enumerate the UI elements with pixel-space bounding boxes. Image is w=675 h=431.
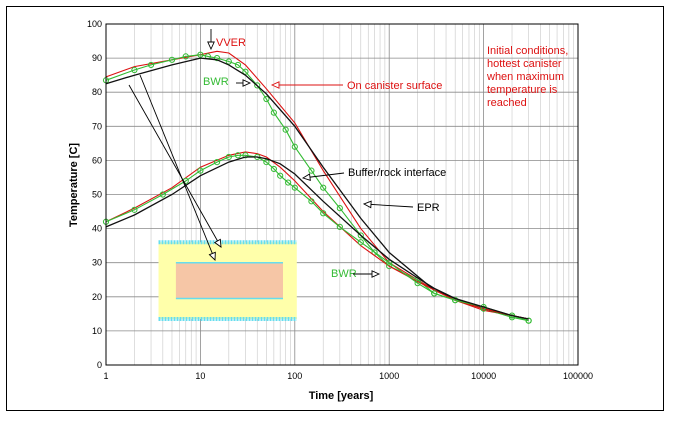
marker-bwr-canister	[263, 95, 270, 103]
series-line-epr-buffer	[105, 156, 529, 320]
tick-labels: 1 10 100 1000 10000 100000 0 10 20 30 40 50 60 70 80 90…	[87, 19, 593, 381]
arrow-canister-surface-head	[270, 81, 280, 89]
marker-bwr-canister	[131, 66, 138, 74]
x-tick-label: 100000	[563, 371, 593, 381]
y-tick-label: 80	[92, 87, 102, 97]
arrow-bwr-bottom-head	[371, 270, 381, 278]
x-tick-label: 1000	[379, 371, 399, 381]
initial-conditions-line-2: hottest canister	[487, 58, 562, 70]
initial-conditions-line-4: temperature is	[487, 84, 558, 96]
marker-bwr-buffer	[336, 223, 343, 230]
marker-bwr-buffer	[277, 172, 284, 179]
axes	[105, 23, 579, 366]
annotation-vver: VVER	[216, 37, 246, 49]
y-tick-label: 40	[92, 224, 102, 234]
marker-bwr-canister	[254, 82, 261, 89]
marker-bwr-buffer	[320, 210, 327, 217]
figure-frame: 1 10 100 1000 10000 100000 0 10 20 30 40 50 60 70 80 90…	[6, 6, 664, 411]
marker-bwr-canister	[213, 55, 221, 62]
marker-bwr-buffer	[213, 159, 221, 166]
series-line-bwr-canister	[105, 54, 529, 322]
arrow-to-canister	[128, 84, 222, 248]
x-axis-label: Time [years]	[309, 390, 374, 402]
arrow-vver-head	[207, 41, 215, 51]
marker-bwr-buffer	[386, 259, 393, 266]
marker-bwr-canister	[508, 314, 516, 321]
annotation-epr: EPR	[417, 202, 440, 214]
initial-conditions-line-3: when maximum	[486, 71, 564, 83]
y-tick-label: 70	[92, 121, 102, 131]
x-tick-label: 10	[195, 371, 205, 381]
marker-bwr-buffer	[452, 297, 459, 304]
x-tick-label: 10000	[471, 371, 496, 381]
y-tick-label: 100	[87, 19, 102, 29]
canister-block	[175, 262, 284, 299]
annotations: VVER BWR On canister surface Initial con…	[203, 37, 568, 280]
marker-bwr-buffer	[225, 153, 232, 161]
y-tick-label: 30	[92, 258, 102, 268]
annotation-buffer-rock: Buffer/rock interface	[348, 167, 446, 179]
arrow-epr-head	[362, 200, 372, 209]
marker-bwr-canister	[320, 184, 327, 191]
x-tick-label: 100	[287, 371, 302, 381]
marker-bwr-canister	[291, 143, 298, 150]
marker-bwr-canister	[308, 167, 315, 174]
y-tick-label: 60	[92, 155, 102, 165]
annotation-bwr-top: BWR	[203, 76, 229, 88]
marker-bwr-buffer	[234, 152, 242, 159]
arrow-to-buffer-head	[208, 251, 216, 262]
marker-bwr-canister	[386, 263, 393, 270]
marker-bwr-buffer	[270, 165, 277, 173]
marker-bwr-buffer	[414, 280, 421, 287]
initial-conditions-line-1: Initial conditions,	[487, 45, 568, 57]
y-tick-label: 90	[92, 53, 102, 63]
series-line-bwr-buffer	[105, 154, 529, 322]
y-tick-label: 50	[92, 190, 102, 200]
y-tick-label: 20	[92, 292, 102, 302]
arrow-to-buffer	[139, 74, 216, 261]
marker-bwr-buffer	[131, 206, 138, 213]
marker-bwr-canister	[242, 68, 249, 75]
arrow-buffer-rock-head	[301, 173, 311, 181]
marker-bwr-canister	[197, 51, 204, 58]
y-tick-label: 0	[97, 360, 102, 370]
x-tick-label: 1	[103, 371, 108, 381]
arrow-epr	[363, 203, 414, 208]
marker-bwr-buffer	[285, 179, 292, 186]
marker-bwr-buffer	[357, 239, 364, 246]
marker-bwr-canister	[282, 126, 289, 133]
arrow-to-canister-head	[213, 238, 222, 248]
marker-bwr-canister	[336, 205, 343, 212]
annotation-arrows	[128, 29, 414, 278]
marker-bwr-buffer	[159, 191, 166, 198]
marker-bwr-buffer	[291, 184, 298, 191]
marker-bwr-buffer	[242, 152, 249, 159]
marker-bwr-buffer	[197, 167, 204, 174]
annotation-bwr-bottom: BWR	[331, 268, 357, 280]
y-tick-label: 10	[92, 326, 102, 336]
marker-bwr-canister	[168, 56, 176, 63]
marker-bwr-canister	[234, 61, 242, 69]
plot-area-border	[105, 23, 579, 366]
marker-bwr-canister	[357, 232, 364, 239]
arrow-bwr-top-head	[242, 79, 252, 87]
annotation-initial-conditions: Initial conditions, hottest canister whe…	[486, 45, 568, 109]
marker-bwr-canister	[147, 61, 155, 69]
initial-conditions-line-5: reached	[487, 97, 527, 109]
marker-bwr-buffer	[480, 303, 487, 311]
marker-bwr-buffer	[308, 198, 315, 205]
marker-bwr-buffer	[263, 159, 270, 166]
marker-bwr-buffer	[525, 317, 532, 324]
annotation-canister-surface: On canister surface	[347, 80, 442, 92]
canister-cross-section	[158, 240, 297, 321]
marker-bwr-buffer	[431, 290, 438, 297]
marker-bwr-canister	[270, 109, 277, 116]
series-lines	[102, 50, 532, 324]
y-axis-label: Temperature [C]	[68, 143, 80, 227]
marker-bwr-canister	[225, 58, 232, 65]
temperature-chart: 1 10 100 1000 10000 100000 0 10 20 30 40 50 60 70 80 90…	[68, 19, 593, 402]
marker-bwr-canister	[182, 53, 189, 60]
